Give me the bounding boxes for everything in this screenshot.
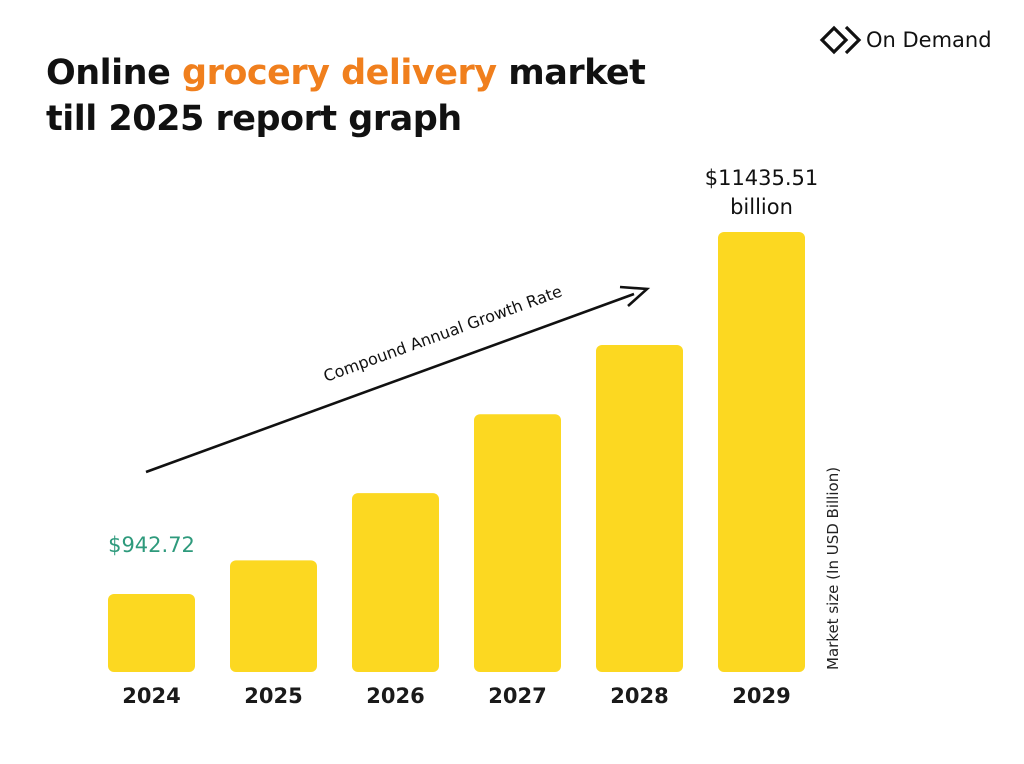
x-tick-2027: 2027 — [488, 684, 546, 708]
brand-name: On Demand — [866, 28, 992, 52]
bar-2026 — [352, 493, 439, 672]
x-tick-2029: 2029 — [732, 684, 790, 708]
x-tick-2026: 2026 — [366, 684, 424, 708]
x-tick-2028: 2028 — [610, 684, 668, 708]
bar-2027 — [474, 414, 561, 672]
title-suffix: market — [497, 53, 646, 93]
data-label-2024-0: $942.72 — [108, 533, 195, 557]
data-labels: $942.72 $11435.51 billion — [108, 166, 818, 557]
arrow-head-icon — [619, 285, 651, 307]
bar-2029 — [718, 232, 805, 672]
title-prefix: Online — [46, 53, 182, 93]
x-tick-labels: 2024 2025 2026 2027 2028 2029 — [122, 684, 790, 708]
cagr-annotation: Compound Annual Growth Rate — [145, 282, 651, 474]
x-tick-2024: 2024 — [122, 684, 180, 708]
chart-title-line2: till 2025 report graph — [46, 99, 462, 139]
chart-title-line1: Online grocery delivery market — [46, 53, 645, 93]
bar-2024 — [108, 594, 195, 672]
y-axis-label: Market size (In USD Billion) — [824, 467, 842, 670]
bar-2025 — [230, 560, 317, 672]
data-label-2029-1: billion — [730, 195, 793, 219]
title-accent: grocery delivery — [182, 53, 497, 93]
x-tick-2025: 2025 — [244, 684, 302, 708]
data-label-2029-0: $11435.51 — [705, 166, 819, 190]
brand: On Demand — [819, 25, 992, 55]
bars-group — [108, 232, 805, 672]
bar-2028 — [596, 344, 683, 672]
double-chevron-icon — [819, 25, 862, 55]
cagr-arrow-line — [145, 292, 635, 474]
